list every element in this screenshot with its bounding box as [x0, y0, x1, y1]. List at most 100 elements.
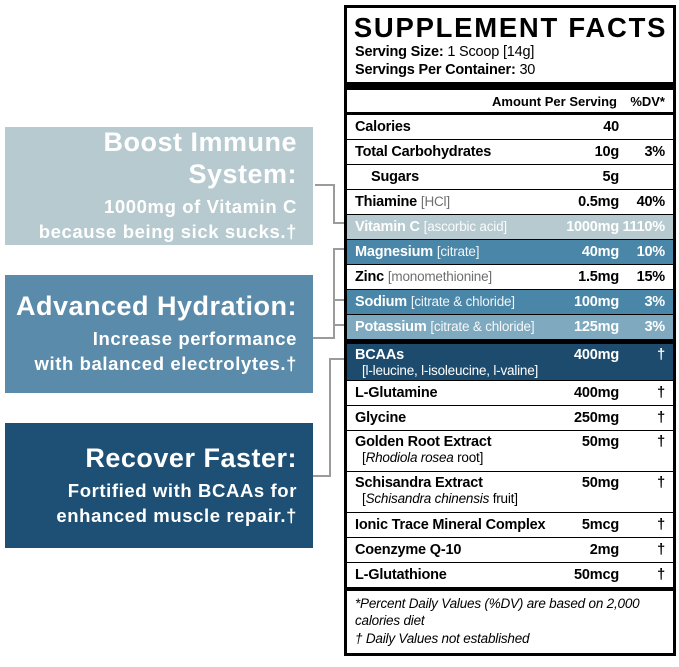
nutrient-name: Glycine: [355, 410, 547, 426]
nutrient-row: Coenzyme Q-10 2mg †: [347, 538, 673, 563]
nutrient-name: Coenzyme Q-10: [355, 542, 547, 558]
connector-line: [333, 184, 335, 224]
nutrient-name-text: Sodium: [355, 293, 407, 310]
nutrient-name-text: BCAAs: [355, 346, 404, 363]
amount-value: 50mg: [581, 474, 619, 491]
connector-line: [331, 358, 345, 360]
dv-value: 10%: [636, 243, 666, 260]
callout-line: Increase performance: [92, 328, 297, 350]
nutrient-row: L-Glutamine 400mg †: [347, 381, 673, 406]
amount-value: 0.5mg: [578, 193, 619, 210]
panel-title: SUPPLEMENT FACTS: [353, 12, 668, 43]
nutrient-row: BCAAs [l-leucine, l-isoleucine, l-valine]…: [347, 339, 673, 381]
divider-bar: [347, 81, 673, 90]
column-headers: Amount Per Serving %DV*: [347, 90, 673, 115]
callout-title: Advanced Hydration:: [15, 291, 297, 321]
nutrient-row: Zinc [monomethionine] 1.5mg 15%: [347, 265, 673, 290]
dv-value: †: [657, 541, 665, 558]
nutrient-row: L-Glutathione 50mcg †: [347, 563, 673, 588]
right-column: SUPPLEMENT FACTS Serving Size: 1 Scoop […: [344, 5, 676, 667]
footnote: *Percent Daily Values (%DV) are based on…: [347, 587, 673, 654]
nutrient-row: Ionic Trace Mineral Complex 5mcg †: [347, 513, 673, 538]
callout-title: Boost Immune System:: [103, 127, 297, 189]
serving-size-line: Serving Size: 1 Scoop [14g]: [347, 44, 673, 61]
nutrient-row: Magnesium [citrate] 40mg 10%: [347, 239, 673, 265]
callout-boost-immune-system: Boost Immune System: 1000mg of Vitamin C…: [5, 127, 313, 245]
nutrient-form-text: [ascorbic acid]: [423, 218, 507, 234]
amount-value: 40mg: [581, 243, 619, 260]
connector-line: [313, 475, 329, 477]
nutrient-name-text: Total Carbohydrates: [355, 143, 492, 160]
nutrient-row: Golden Root Extract [Rhodiola rosea root]…: [347, 431, 673, 472]
dv-value: †: [657, 409, 665, 426]
nutrient-form-text: [citrate]: [436, 243, 480, 259]
nutrient-form-text: [monomethionine]: [387, 268, 492, 284]
amount-value: 100mg: [574, 293, 619, 310]
nutrient-row: Total Carbohydrates 10g 3%: [347, 140, 673, 165]
callout-advanced-hydration: Advanced Hydration: Increase performance…: [5, 275, 313, 393]
nutrient-form-line: [Schisandra chinensis fruit]: [362, 490, 518, 506]
nutrient-name-text: Thiamine: [355, 193, 418, 210]
amount-value: 250mg: [574, 409, 619, 426]
callout-line: with balanced electrolytes.†: [34, 353, 297, 375]
nutrient-name-text: L-Glutathione: [355, 566, 447, 583]
nutrient-name-text: Magnesium: [355, 243, 433, 260]
amount-value: 5g: [602, 168, 619, 185]
amount-value: 5mcg: [581, 516, 619, 533]
dv-value: 40%: [636, 193, 666, 210]
connector-line: [313, 337, 333, 339]
callout-line: Fortified with BCAAs for: [67, 479, 297, 501]
amount-value: 1000mg: [566, 218, 619, 235]
connector-line: [333, 248, 335, 339]
nutrient-name-text: Coenzyme Q-10: [355, 541, 462, 558]
dv-value: †: [657, 433, 665, 450]
connector-line: [335, 324, 345, 326]
serving-size-label: Serving Size:: [355, 44, 444, 61]
nutrient-row: Vitamin C [ascorbic acid] 1000mg 1110%: [347, 214, 673, 240]
connector-line: [329, 358, 331, 477]
nutrient-name: Sugars: [355, 169, 547, 185]
nutrient-form-text: [citrate & chloride]: [410, 293, 515, 309]
nutrient-name: L-Glutamine: [355, 385, 547, 401]
amount-value: 2mg: [589, 541, 619, 558]
amount-value: 50mg: [581, 433, 619, 450]
nutrient-name: L-Glutathione: [355, 567, 547, 583]
nutrient-name-text: Vitamin C: [355, 218, 420, 235]
nutrient-name-text: Calories: [355, 118, 411, 135]
nutrient-rows: Calories 40 Total Carbohydrates 10g 3% Sugars…: [347, 115, 673, 588]
nutrient-name-text: Ionic Trace Mineral Complex: [355, 516, 546, 533]
dv-value: 3%: [644, 318, 665, 335]
nutrient-row: Thiamine [HCl] 0.5mg 40%: [347, 190, 673, 215]
nutrient-name: Ionic Trace Mineral Complex: [355, 517, 547, 533]
servings-per-container-line: Servings Per Container: 30: [347, 62, 673, 79]
servings-per-container-label: Servings Per Container:: [355, 61, 516, 78]
amount-value: 125mg: [574, 318, 619, 335]
nutrient-name-text: Potassium: [355, 318, 427, 335]
nutrient-name: Total Carbohydrates: [355, 144, 547, 160]
nutrient-name: Golden Root Extract [Rhodiola rosea root]: [355, 434, 547, 466]
nutrient-row: Potassium [citrate & chloride] 125mg 3%: [347, 314, 673, 340]
nutrient-row: Sodium [citrate & chloride] 100mg 3%: [347, 289, 673, 315]
connector-line: [335, 248, 345, 250]
serving-size-value: 1 Scoop [14g]: [447, 44, 535, 61]
dv-value: 3%: [644, 293, 665, 310]
dv-value: †: [657, 474, 665, 491]
nutrient-form-text: [HCl]: [420, 193, 450, 209]
footnote-dv: *Percent Daily Values (%DV) are based on…: [355, 595, 640, 629]
dv-value: 3%: [644, 143, 665, 160]
connector-line: [335, 299, 345, 301]
callout-title: Recover Faster:: [85, 442, 297, 473]
dv-value: †: [657, 384, 665, 401]
nutrient-row: Calories 40: [347, 115, 673, 140]
amount-value: 400mg: [574, 346, 619, 363]
callout-line: because being sick sucks.†: [38, 220, 297, 242]
nutrient-name-text: L-Glutamine: [355, 384, 438, 401]
nutrient-row: Schisandra Extract [Schisandra chinensis …: [347, 472, 673, 513]
footnote-dagger: † Daily Values not established: [355, 630, 530, 646]
nutrient-row: Glycine 250mg †: [347, 406, 673, 431]
dv-value: †: [657, 346, 665, 363]
nutrient-form-line: [Rhodiola rosea root]: [362, 449, 484, 465]
amount-value: 10g: [594, 143, 620, 160]
nutrient-name: BCAAs [l-leucine, l-isoleucine, l-valine]: [355, 347, 547, 379]
